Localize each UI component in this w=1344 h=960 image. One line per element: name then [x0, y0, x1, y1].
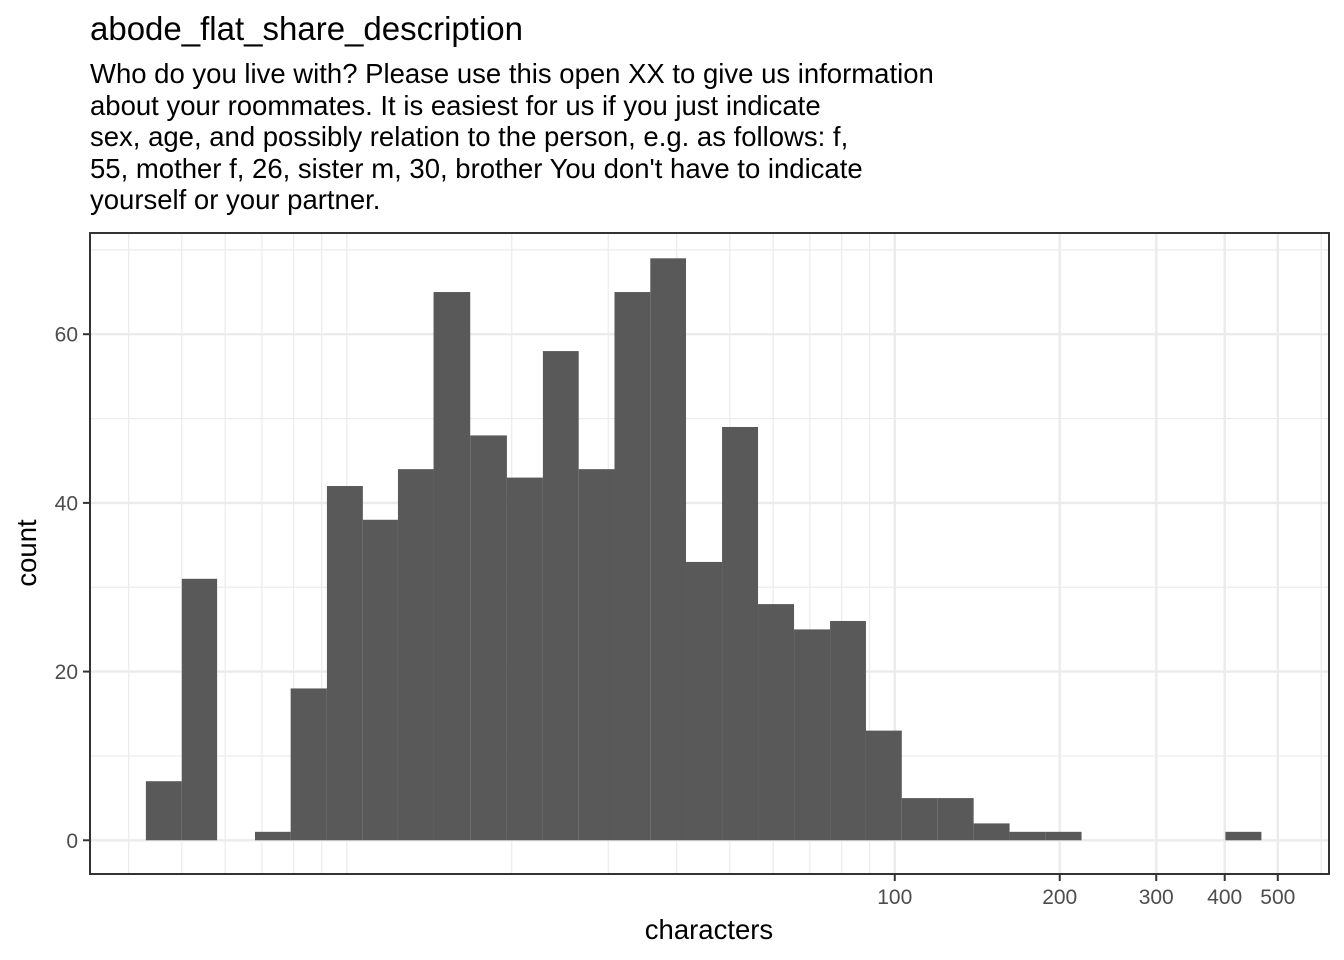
axes: 0 20 40 60 100 200 300 400 500 — [55, 324, 1296, 909]
x-tick-label: 500 — [1260, 886, 1295, 909]
chart-subtitle-line: about your roommates. It is easiest for … — [90, 89, 821, 121]
histogram-bar — [1045, 831, 1082, 841]
histogram-bar — [181, 578, 218, 841]
panel-border — [89, 232, 1330, 875]
histogram-bar — [794, 629, 831, 841]
grid-lines — [90, 233, 1329, 874]
histogram-bar — [830, 620, 866, 841]
chart-subtitle: Who do you live with? Please use this op… — [90, 58, 934, 216]
y-tick-label: 0 — [66, 830, 78, 853]
chart-subtitle-line: sex, age, and possibly relation to the p… — [90, 121, 849, 153]
x-tick-label: 400 — [1207, 886, 1242, 909]
histogram-bar — [578, 469, 615, 841]
histogram-bar — [650, 258, 687, 841]
histogram-bar — [433, 292, 471, 841]
y-tick-label: 20 — [55, 661, 78, 684]
x-tick-label: 100 — [877, 886, 912, 909]
histogram-bar — [326, 486, 363, 841]
histogram-bar — [362, 519, 398, 841]
y-axis-title: count — [11, 519, 42, 587]
y-tick-label: 60 — [55, 324, 78, 347]
histogram-bar — [542, 351, 579, 841]
histogram-bar — [254, 831, 291, 841]
chart-subtitle-line: yourself or your partner. — [90, 184, 381, 216]
x-axis-title: characters — [645, 914, 773, 945]
histogram-bar — [758, 604, 795, 841]
chart-subtitle-line: 55, mother f, 26, sister m, 30, brother … — [90, 152, 863, 184]
y-tick-label: 40 — [55, 492, 78, 515]
histogram-bar — [290, 688, 327, 841]
histogram-bar — [865, 730, 902, 841]
histogram-bar — [397, 469, 434, 841]
histogram-bars — [145, 258, 1262, 841]
chart-subtitle-line: Who do you live with? Please use this op… — [90, 58, 934, 89]
histogram-bar — [470, 435, 507, 841]
x-tick-label: 200 — [1042, 886, 1077, 909]
histogram-bar — [1009, 831, 1046, 841]
histogram-bar — [722, 426, 759, 841]
histogram-bar — [973, 823, 1010, 841]
x-tick-label: 300 — [1139, 886, 1174, 909]
histogram-bar — [1225, 831, 1262, 841]
histogram-bar — [901, 798, 938, 841]
histogram-bar — [614, 292, 651, 841]
histogram-bar — [937, 798, 974, 841]
histogram-bar — [686, 561, 723, 841]
chart-title: abode_flat_share_description — [90, 10, 523, 47]
histogram-bar — [145, 781, 182, 841]
histogram-bar — [506, 477, 543, 841]
